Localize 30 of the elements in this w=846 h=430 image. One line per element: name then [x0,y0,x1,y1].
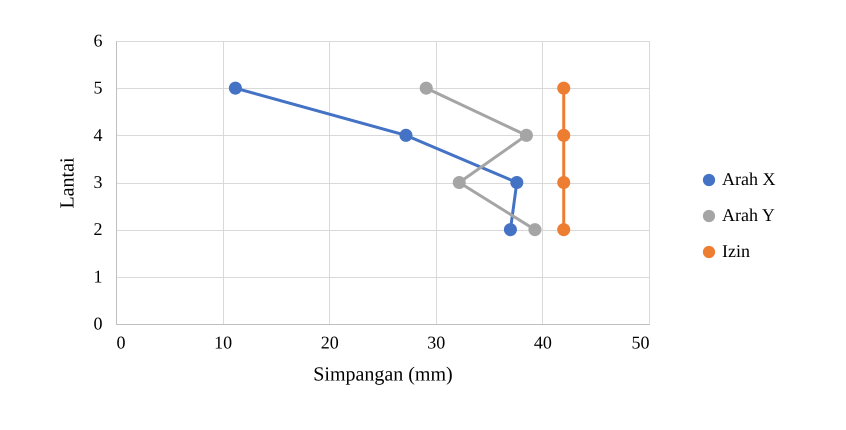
x-tick-label: 20 [320,332,339,352]
point [399,128,412,142]
legend-label: Arah Y [722,205,775,225]
x-tick-label: 40 [534,332,552,352]
point [420,82,433,95]
x-axis-title: Simpangan (mm) [313,364,453,386]
point [557,176,570,190]
point [557,223,570,236]
point [528,223,542,236]
x-tick-label: 30 [427,332,446,352]
y-tick-label: 1 [94,266,102,286]
point [557,82,570,95]
y-tick-label: 3 [94,172,102,192]
point [520,128,533,142]
point [510,176,524,190]
point [504,223,517,236]
x-tick-label: 50 [632,332,650,352]
y-tick-label: 6 [94,30,102,50]
legend-label: Arah X [722,169,776,189]
y-tick-label: 2 [94,219,102,240]
y-axis-title: Lantai [56,157,78,209]
point [228,82,242,95]
y-tick-label: 0 [94,314,102,334]
point [557,128,570,142]
legend-label: Izin [722,241,750,261]
y-tick-label: 4 [94,124,102,145]
y-tick-label: 5 [94,78,102,98]
x-tick-label: 10 [214,332,232,352]
point [452,176,466,190]
x-tick-label: 0 [116,332,126,352]
